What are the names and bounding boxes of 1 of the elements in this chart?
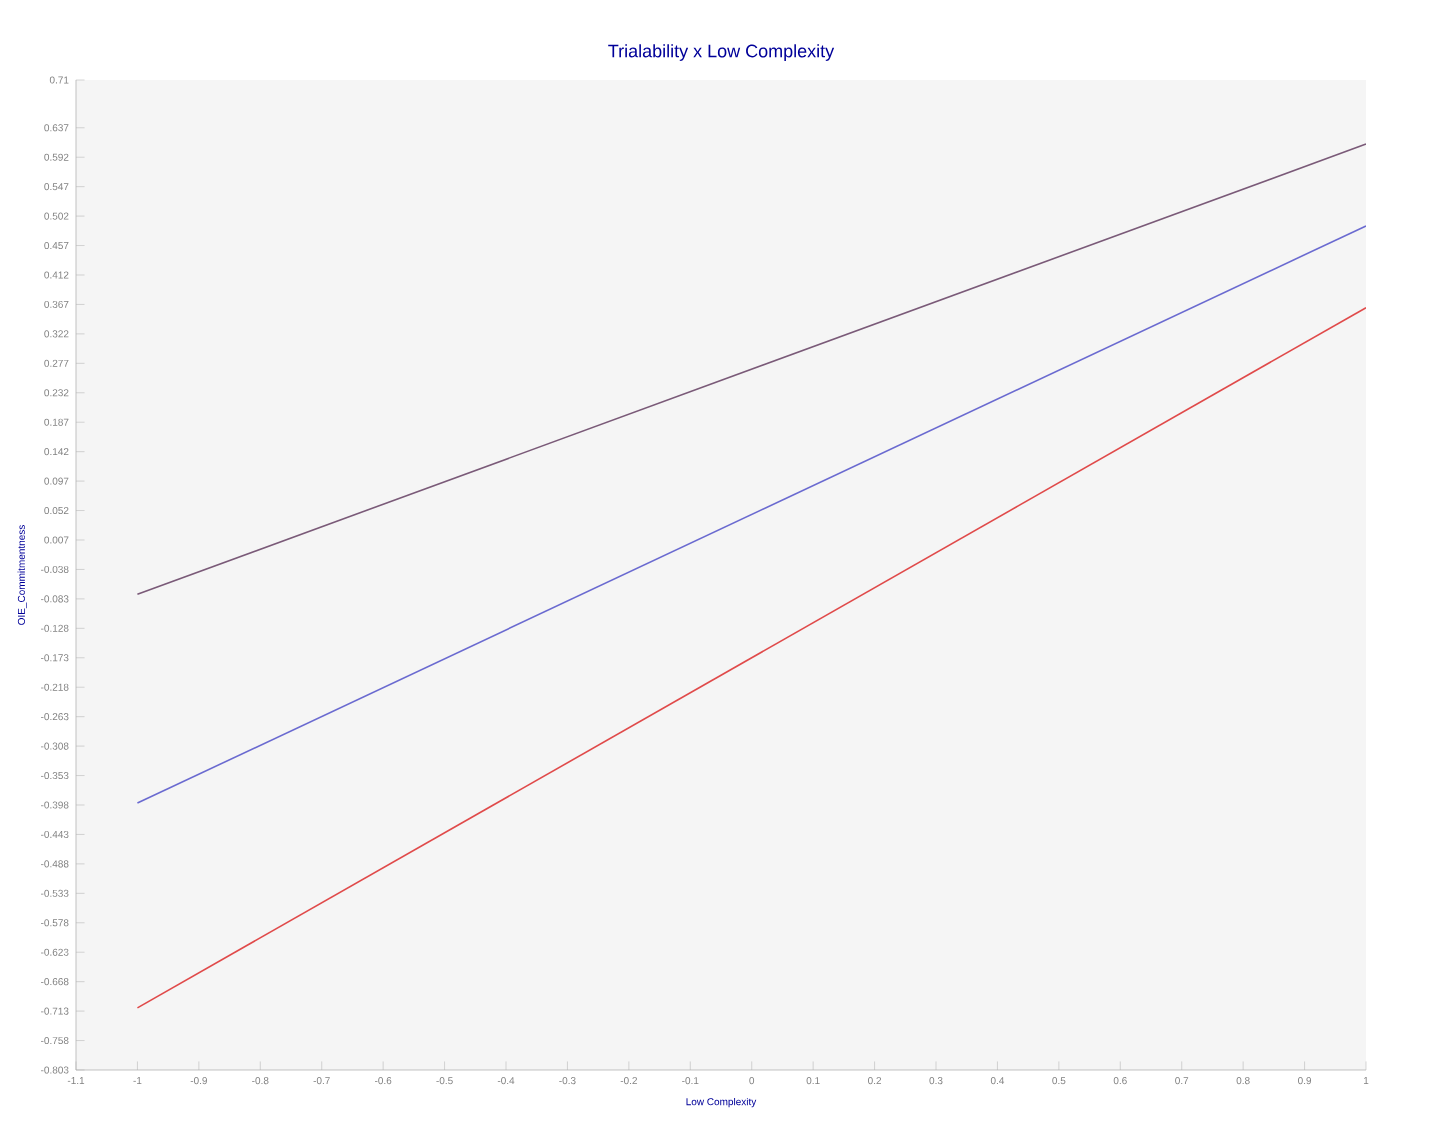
chart-title: Trialability x Low Complexity (608, 44, 835, 61)
